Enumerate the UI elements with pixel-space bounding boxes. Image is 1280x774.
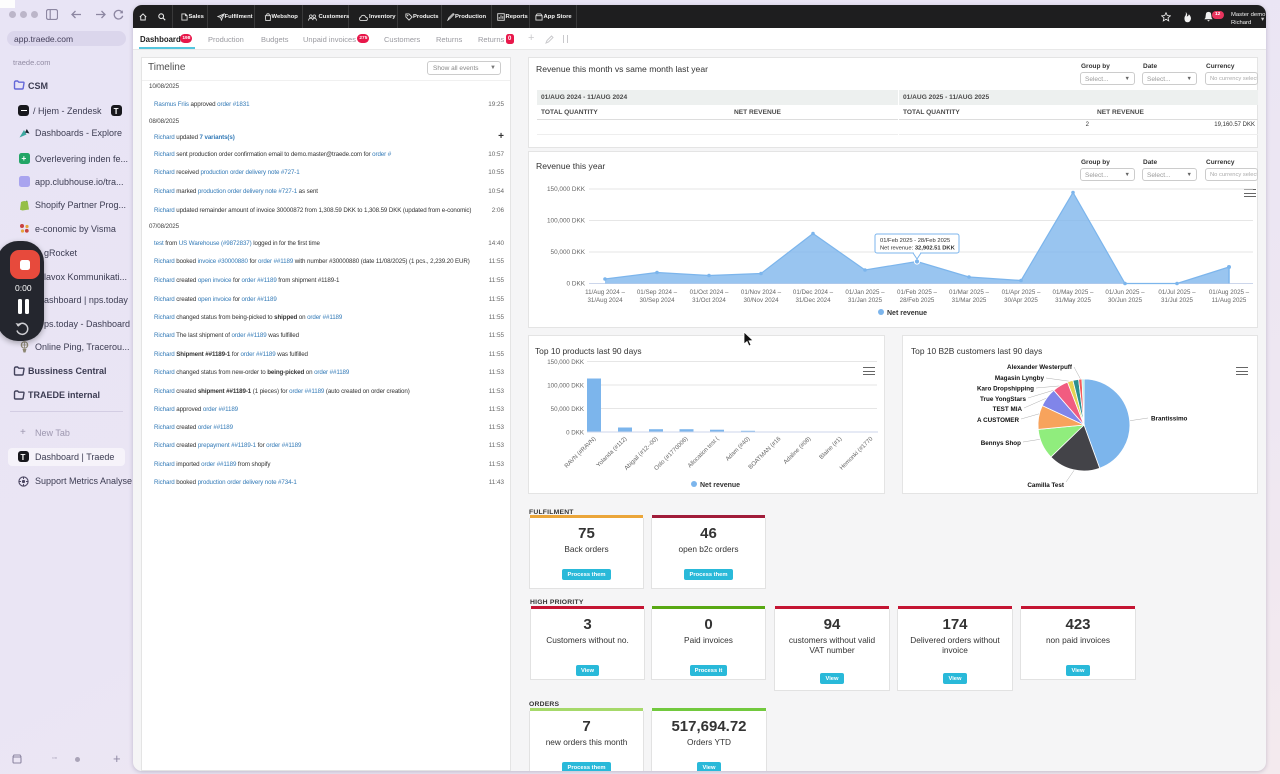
svg-text:30/Sep 2024: 30/Sep 2024 xyxy=(639,297,675,304)
svg-text:31/Jul 2025: 31/Jul 2025 xyxy=(1161,297,1194,304)
svg-text:Net revenue: Net revenue xyxy=(887,310,927,317)
svg-text:01/Jul 2025 –: 01/Jul 2025 – xyxy=(1158,289,1196,296)
svg-text:Adam (#40): Adam (#40) xyxy=(725,436,751,462)
svg-text:01/Feb 2025 –: 01/Feb 2025 – xyxy=(897,289,937,296)
svg-text:Yolanda (#112): Yolanda (#112) xyxy=(596,436,629,469)
svg-text:Magasin Lyngby: Magasin Lyngby xyxy=(995,375,1045,382)
svg-text:01/Jun 2025 –: 01/Jun 2025 – xyxy=(1105,289,1145,296)
svg-text:31/Jan 2025: 31/Jan 2025 xyxy=(848,297,883,304)
svg-text:TEST MIA: TEST MIA xyxy=(993,406,1023,413)
svg-text:31/Aug 2024: 31/Aug 2024 xyxy=(587,297,623,304)
svg-text:Camilla Test: Camilla Test xyxy=(1027,482,1065,489)
svg-text:Bennys Shop: Bennys Shop xyxy=(981,440,1021,447)
svg-text:True YongStars: True YongStars xyxy=(980,396,1026,403)
svg-text:01/Dec 2024 –: 01/Dec 2024 – xyxy=(793,289,834,296)
svg-text:100,000 DKK: 100,000 DKK xyxy=(547,383,585,390)
svg-text:31/Mar 2025: 31/Mar 2025 xyxy=(952,297,987,304)
svg-text:01/Sep 2024 –: 01/Sep 2024 – xyxy=(637,289,678,296)
svg-text:150,000 DKK: 150,000 DKK xyxy=(547,186,586,193)
svg-text:01/Nov 2024 –: 01/Nov 2024 – xyxy=(741,289,782,296)
svg-text:50,000 DKK: 50,000 DKK xyxy=(551,249,586,256)
svg-text:Hemonki (#1770: Hemonki (#1770 xyxy=(839,436,875,472)
svg-text:Net revenue: Net revenue xyxy=(700,482,740,489)
svg-text:Brantissimo: Brantissimo xyxy=(1151,416,1188,423)
svg-text:01/Apr 2025 –: 01/Apr 2025 – xyxy=(1002,289,1041,296)
svg-text:Karo Dropshipping: Karo Dropshipping xyxy=(977,386,1034,393)
svg-text:01/Aug 2025 –: 01/Aug 2025 – xyxy=(1209,289,1250,296)
svg-text:31/May 2025: 31/May 2025 xyxy=(1055,297,1091,304)
svg-text:01/Oct 2024 –: 01/Oct 2024 – xyxy=(690,289,729,296)
svg-text:RAVN (#RAVN): RAVN (#RAVN) xyxy=(564,436,598,470)
svg-text:100,000 DKK: 100,000 DKK xyxy=(547,218,586,225)
svg-text:Blaine (#1): Blaine (#1) xyxy=(819,436,844,461)
svg-text:31/Dec 2024: 31/Dec 2024 xyxy=(795,297,831,304)
svg-text:30/Nov 2024: 30/Nov 2024 xyxy=(743,297,779,304)
svg-text:30/Apr 2025: 30/Apr 2025 xyxy=(1004,297,1038,304)
svg-text:Allocation test (: Allocation test ( xyxy=(687,436,720,469)
svg-text:01/Mar 2025 –: 01/Mar 2025 – xyxy=(949,289,989,296)
svg-text:01/Feb 2025 - 28/Feb 2025: 01/Feb 2025 - 28/Feb 2025 xyxy=(880,238,950,244)
svg-text:0 DKK: 0 DKK xyxy=(567,281,586,288)
svg-text:01/Jan 2025 –: 01/Jan 2025 – xyxy=(845,289,885,296)
svg-text:0 DKK: 0 DKK xyxy=(566,430,585,437)
svg-text:Alexander Westerpuff: Alexander Westerpuff xyxy=(1007,364,1073,371)
svg-text:A CUSTOMER: A CUSTOMER xyxy=(977,417,1019,424)
svg-text:50,000 DKK: 50,000 DKK xyxy=(551,406,585,413)
svg-text:01/May 2025 –: 01/May 2025 – xyxy=(1053,289,1094,296)
svg-text:28/Feb 2025: 28/Feb 2025 xyxy=(900,297,935,304)
svg-text:11/Aug 2025: 11/Aug 2025 xyxy=(1212,297,1247,304)
svg-text:30/Jun 2025: 30/Jun 2025 xyxy=(1108,297,1143,304)
svg-text:Adaline (#08): Adaline (#08) xyxy=(783,436,812,465)
svg-text:150,000 DKK: 150,000 DKK xyxy=(547,359,585,366)
svg-text:11/Aug 2024 –: 11/Aug 2024 – xyxy=(585,289,625,296)
svg-text:31/Oct 2024: 31/Oct 2024 xyxy=(692,297,726,304)
svg-text:Net revenue: 32,902.51 DKK: Net revenue: 32,902.51 DKK xyxy=(880,246,956,252)
svg-text:BOATMAN (#16: BOATMAN (#16 xyxy=(748,436,783,471)
svg-text:Oslo (#1770006): Oslo (#1770006) xyxy=(654,436,690,472)
